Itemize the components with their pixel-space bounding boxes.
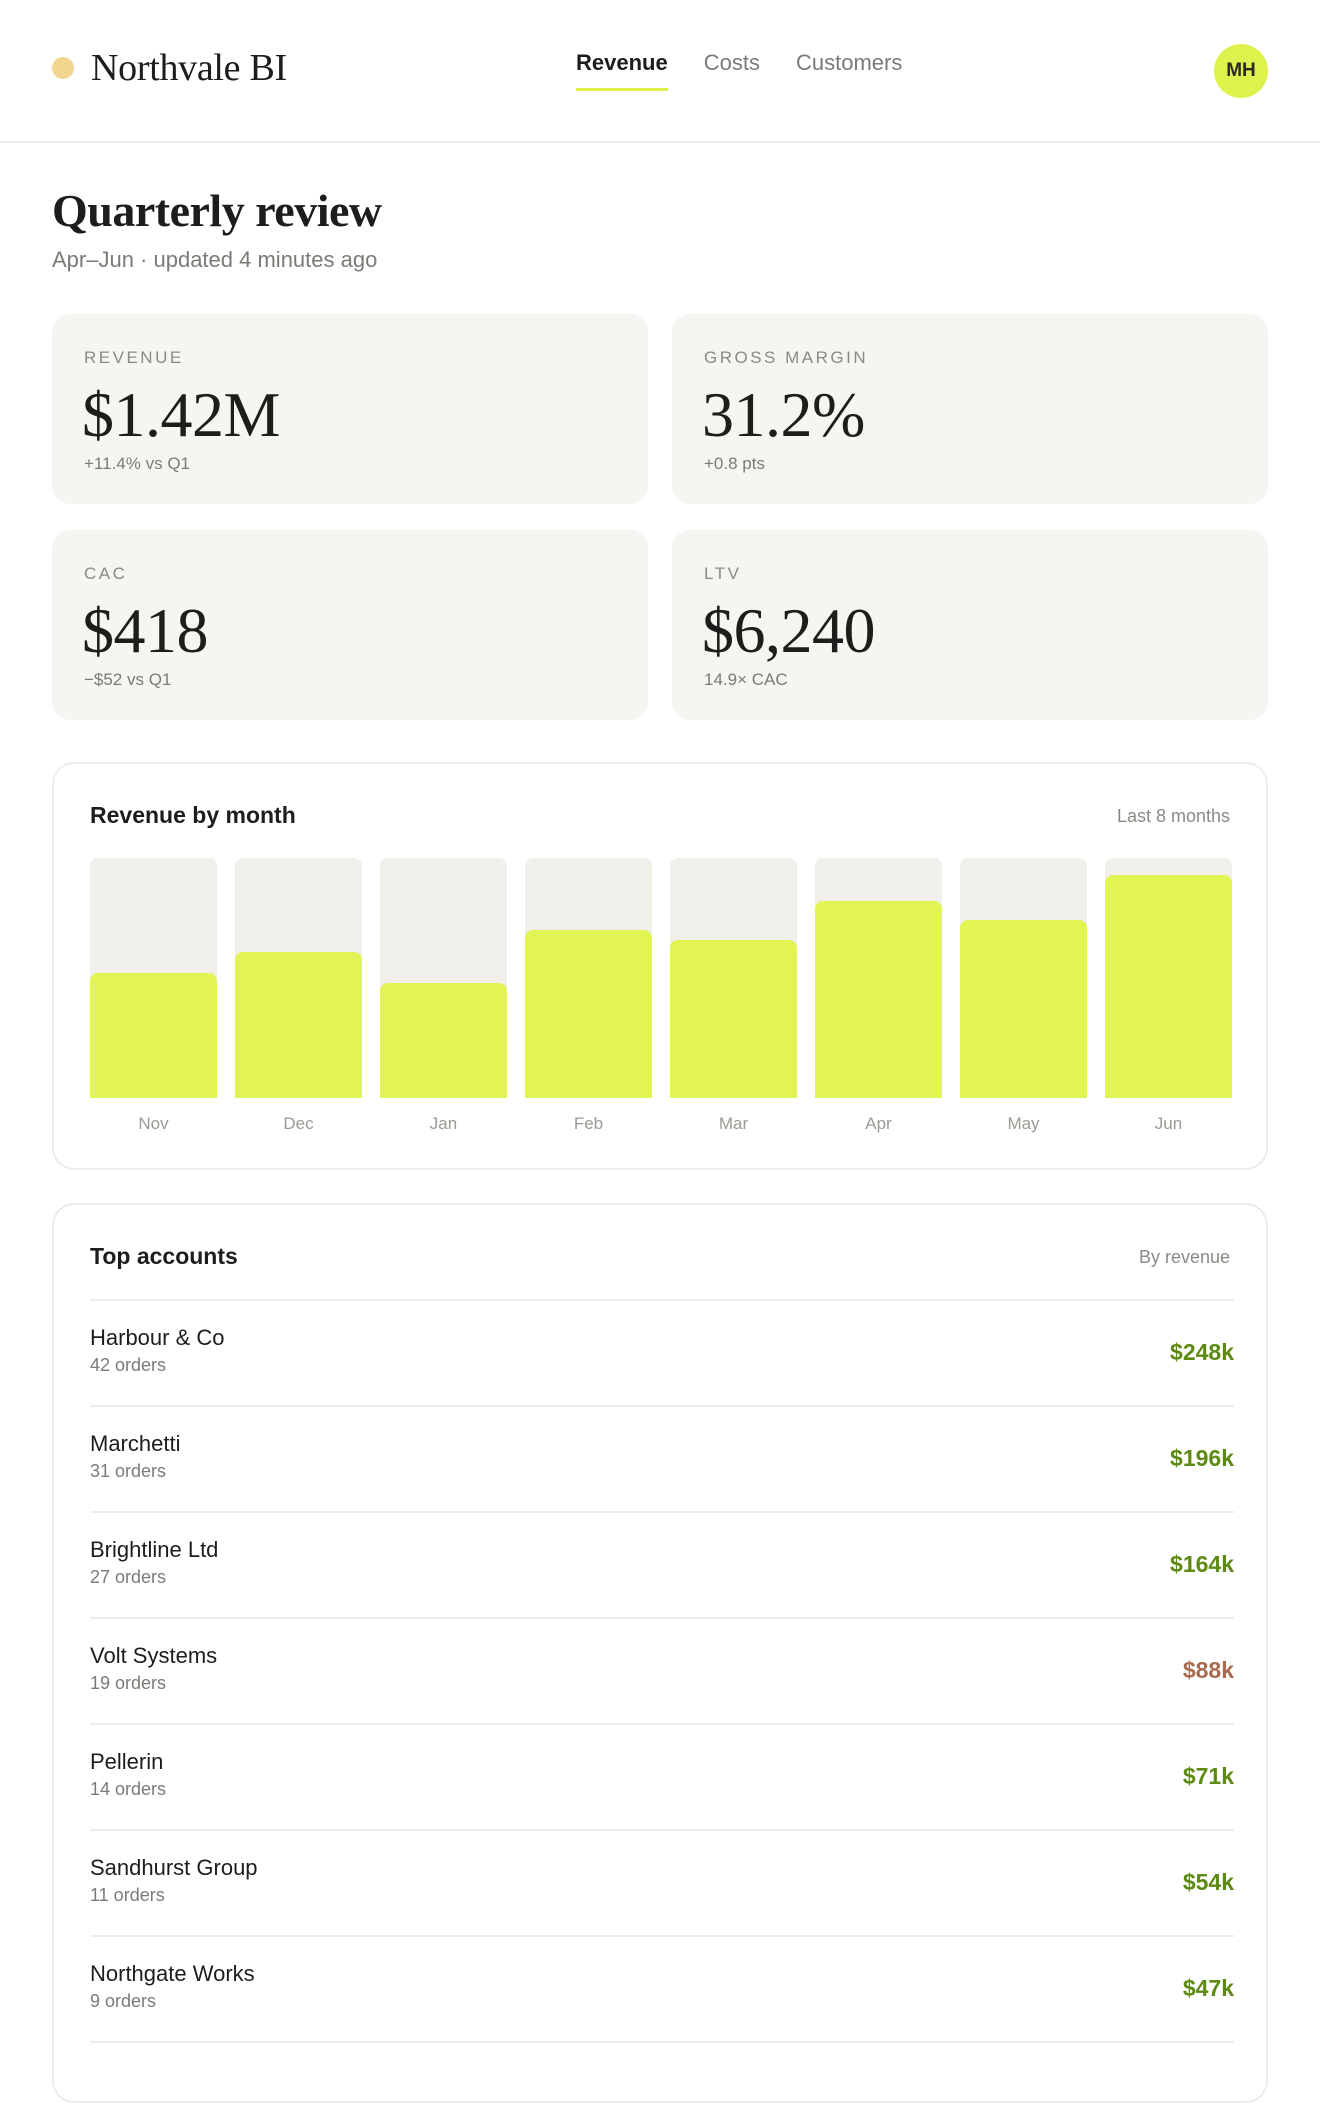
bar-may[interactable] (960, 920, 1087, 1098)
chart-title: Revenue by month (90, 802, 296, 828)
row-divider (90, 1511, 1234, 1513)
user-avatar[interactable]: MH (1214, 44, 1268, 98)
bar-track (670, 858, 797, 1098)
account-orders: 31 orders (90, 1461, 167, 1481)
x-tick-label: Dec (283, 1114, 314, 1133)
brand-name: Northvale BI (91, 47, 287, 89)
account-name: Sandhurst Group (90, 1855, 258, 1880)
kpi-delta: 14.9× CAC (704, 670, 788, 689)
account-orders: 14 orders (90, 1779, 167, 1799)
bar-track (960, 858, 1087, 1098)
kpi-label: CAC (84, 564, 128, 583)
kpi-card-revenue: REVENUE $1.42M +11.4% vs Q1 (52, 314, 648, 504)
bar-jun[interactable] (1105, 874, 1232, 1098)
account-row[interactable]: Harbour & Co 42 orders $248k (90, 1301, 1234, 1407)
x-tick-label: Feb (573, 1114, 604, 1133)
revenue-bar-chart: Nov Dec Jan Feb Mar Apr May Jun (90, 858, 1234, 1133)
kpi-delta: −$52 vs Q1 (84, 670, 172, 689)
account-name: Brightline Ltd (90, 1537, 219, 1562)
kpi-value: $1.42M (82, 379, 280, 450)
top-accounts-card: Top accounts By revenue Harbour & Co 42 o… (52, 1203, 1268, 2103)
accounts-title: Top accounts (90, 1243, 238, 1269)
account-row[interactable]: Brightline Ltd 27 orders $164k (90, 1513, 1234, 1619)
row-divider (90, 2041, 1234, 2043)
bar-track (1105, 858, 1232, 1098)
bar-dec[interactable] (235, 951, 362, 1098)
account-name: Harbour & Co (90, 1325, 225, 1350)
account-orders: 9 orders (90, 1991, 157, 2011)
main-nav: Revenue Costs Customers (576, 50, 938, 91)
account-name: Northgate Works (90, 1961, 255, 1986)
bar-feb[interactable] (525, 930, 652, 1098)
bar-track (235, 858, 362, 1098)
account-revenue: $88k (1182, 1657, 1234, 1683)
brand-logo-icon (52, 57, 74, 79)
row-divider (90, 1829, 1234, 1831)
account-row[interactable]: Pellerin 14 orders $71k (90, 1725, 1234, 1831)
kpi-card-ltv: LTV $6,240 14.9× CAC (672, 530, 1268, 720)
row-divider (90, 1617, 1234, 1619)
bar-nov[interactable] (90, 973, 217, 1098)
account-row[interactable]: Sandhurst Group 11 orders $54k (90, 1831, 1234, 1937)
x-tick-label: Nov (138, 1114, 169, 1133)
bar-track (380, 858, 507, 1098)
row-divider (90, 1935, 1234, 1937)
x-tick-label: Jun (1154, 1114, 1183, 1133)
revenue-chart-card: Revenue by month Last 8 months Nov Dec Jan… (52, 762, 1268, 1170)
kpi-value: $418 (82, 595, 209, 666)
bar-apr[interactable] (815, 901, 942, 1098)
kpi-value: 31.2% (702, 379, 865, 450)
account-revenue: $71k (1182, 1763, 1234, 1789)
page-title: Quarterly review (52, 185, 382, 236)
account-orders: 42 orders (90, 1355, 167, 1375)
kpi-delta: +0.8 pts (704, 454, 765, 473)
account-row[interactable]: Volt Systems 19 orders $88k (90, 1619, 1234, 1725)
kpi-value: $6,240 (702, 595, 876, 666)
account-orders: 11 orders (90, 1885, 165, 1905)
account-revenue: $54k (1182, 1869, 1234, 1895)
account-orders: 27 orders (90, 1567, 167, 1587)
tab-revenue[interactable]: Revenue (576, 50, 668, 91)
page-subtitle: Apr–Jun · updated 4 minutes ago (52, 247, 378, 272)
bar-track (90, 858, 217, 1098)
account-row[interactable]: Marchetti 31 orders $196k (90, 1407, 1234, 1513)
row-divider (90, 1299, 1234, 1301)
accounts-sort-label[interactable]: By revenue (1138, 1247, 1230, 1267)
bar-track (815, 858, 942, 1098)
kpi-card-gross-margin: GROSS MARGIN 31.2% +0.8 pts (672, 314, 1268, 504)
account-row[interactable]: Northgate Works 9 orders $47k (90, 1937, 1234, 2043)
top-bar: Northvale BI Revenue Costs Customers MH (0, 0, 1320, 143)
account-revenue: $164k (1170, 1551, 1234, 1577)
account-revenue: $47k (1182, 1975, 1234, 2001)
chart-range-label[interactable]: Last 8 months (1116, 806, 1230, 826)
row-divider (90, 1405, 1234, 1407)
x-tick-label: May (1007, 1114, 1040, 1133)
bar-jan[interactable] (380, 982, 507, 1098)
kpi-label: LTV (704, 564, 742, 583)
kpi-label: REVENUE (84, 348, 184, 367)
x-tick-label: Apr (865, 1114, 892, 1133)
x-tick-label: Mar (718, 1114, 749, 1133)
kpi-delta: +11.4% vs Q1 (84, 454, 190, 473)
account-revenue: $248k (1170, 1339, 1234, 1365)
bar-mar[interactable] (670, 939, 797, 1098)
kpi-card-cac: CAC $418 −$52 vs Q1 (52, 530, 648, 720)
row-divider (90, 1723, 1234, 1725)
account-revenue: $196k (1170, 1445, 1234, 1471)
account-name: Pellerin (90, 1749, 164, 1774)
kpi-label: GROSS MARGIN (704, 348, 869, 367)
brand[interactable]: Northvale BI (52, 46, 287, 90)
tab-customers[interactable]: Customers (795, 50, 903, 75)
tab-costs[interactable]: Costs (703, 50, 760, 75)
bar-track (525, 858, 652, 1098)
account-name: Marchetti (90, 1431, 181, 1456)
account-orders: 19 orders (90, 1673, 167, 1693)
account-name: Volt Systems (90, 1643, 218, 1668)
x-tick-label: Jan (429, 1114, 458, 1133)
